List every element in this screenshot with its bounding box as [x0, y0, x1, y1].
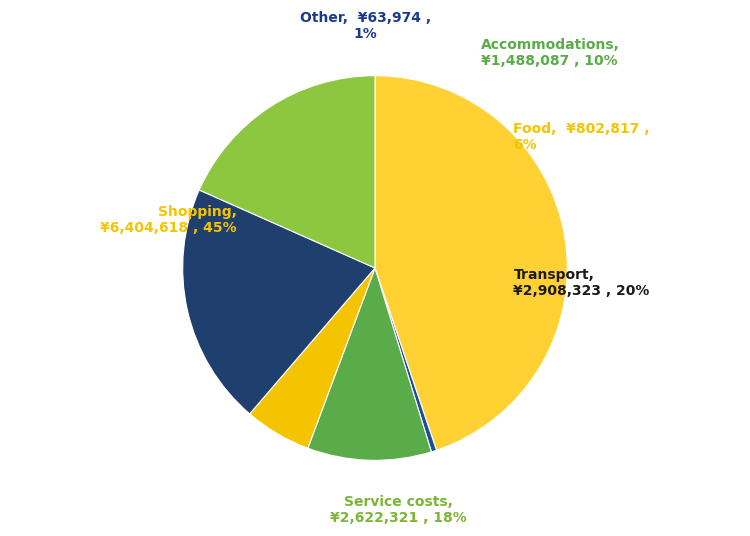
- Text: Service costs,
¥2,622,321 , 18%: Service costs, ¥2,622,321 , 18%: [330, 495, 466, 525]
- Text: Food,  ¥802,817 ,
6%: Food, ¥802,817 , 6%: [514, 122, 650, 152]
- Wedge shape: [375, 76, 567, 450]
- Wedge shape: [250, 268, 375, 448]
- Text: Shopping,
¥6,404,618 , 45%: Shopping, ¥6,404,618 , 45%: [100, 205, 236, 235]
- Text: Transport,
¥2,908,323 , 20%: Transport, ¥2,908,323 , 20%: [514, 269, 650, 299]
- Text: Accommodations,
¥1,488,087 , 10%: Accommodations, ¥1,488,087 , 10%: [481, 38, 620, 68]
- Wedge shape: [200, 76, 375, 268]
- Wedge shape: [183, 190, 375, 414]
- Wedge shape: [375, 268, 436, 452]
- Text: Other,  ¥63,974 ,
1%: Other, ¥63,974 , 1%: [300, 11, 431, 41]
- Wedge shape: [308, 268, 431, 460]
